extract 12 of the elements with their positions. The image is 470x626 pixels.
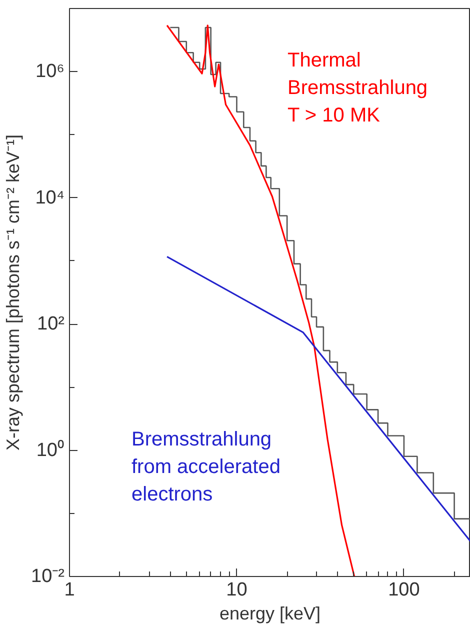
y-tick-label: 10⁻² xyxy=(31,566,65,587)
x-tick-label: 100 xyxy=(388,580,420,600)
y-tick-label: 10⁰ xyxy=(36,438,65,461)
y-tick-label: 10² xyxy=(37,314,65,335)
x-tick-label: 10 xyxy=(226,580,248,600)
x-tick-label: 1 xyxy=(64,580,75,600)
y-tick-label: 10⁶ xyxy=(36,61,65,82)
y-tick-label: 10⁴ xyxy=(35,187,65,208)
x-axis-title: energy [keV] xyxy=(219,604,321,624)
y-axis-title: X-ray spectrum [photons s⁻¹ cm⁻² keV⁻¹] xyxy=(3,134,24,451)
text: Thermal Bremsstrahlung T > 10 MK xyxy=(288,50,428,126)
text: Bremsstrahlung from accelerated electrons xyxy=(132,428,280,506)
